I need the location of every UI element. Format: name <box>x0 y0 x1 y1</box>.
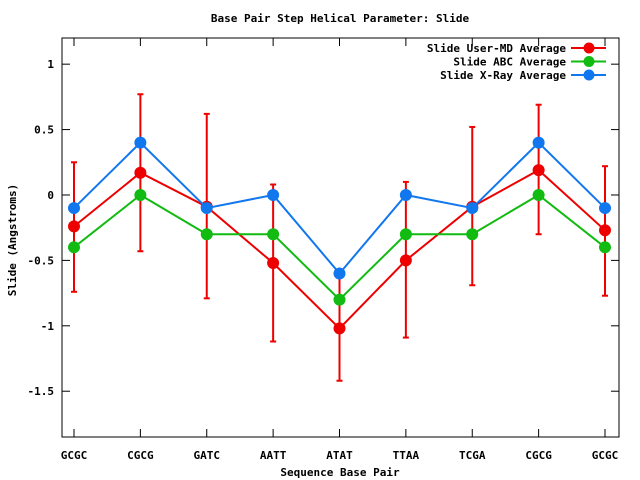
axes: 1 0.5 0 -0.5 -1 -1.5 GCGC CGCG GATC AATT ATAT TTAA T… <box>28 37 620 462</box>
data-point <box>333 267 346 280</box>
data-point <box>68 241 80 254</box>
plot-frame <box>61 37 620 438</box>
data-point <box>134 188 147 201</box>
data-point <box>134 166 147 179</box>
x-tick-label: TTAA <box>393 449 420 462</box>
data-point <box>466 228 479 241</box>
legend-swatch-marker <box>583 42 595 54</box>
data-point <box>399 228 412 241</box>
x-tick-label: CGCG <box>525 449 552 462</box>
y-tick-label: -1 <box>41 320 55 333</box>
legend-label: Slide X-Ray Average <box>440 69 566 82</box>
series-line-3 <box>73 141 606 276</box>
data-point <box>68 220 80 233</box>
data-point <box>333 293 346 306</box>
x-tick-label: GCGC <box>592 449 619 462</box>
legend-swatch-marker <box>583 69 595 81</box>
data-point <box>267 257 280 270</box>
chart-title: Base Pair Step Helical Parameter: Slide <box>211 12 470 25</box>
error-bars <box>71 93 608 382</box>
legend-label: Slide User-MD Average <box>427 42 566 55</box>
legend-label: Slide ABC Average <box>453 56 566 69</box>
data-point <box>333 322 346 335</box>
data-point <box>532 136 545 149</box>
data-point <box>466 202 479 215</box>
data-point <box>200 202 213 215</box>
y-tick-label: -1.5 <box>28 385 55 398</box>
series-lines <box>68 136 611 335</box>
data-point <box>599 224 611 237</box>
data-point <box>532 188 545 201</box>
y-tick-label: 0.5 <box>34 124 54 137</box>
data-point <box>532 164 545 177</box>
x-tick-label: ATAT <box>326 449 353 462</box>
y-axis-label: Slide (Angstroms) <box>6 184 19 297</box>
data-point <box>399 254 412 267</box>
data-point <box>134 136 147 149</box>
x-tick-label: CGCG <box>127 449 154 462</box>
y-tick-label: -0.5 <box>28 254 55 267</box>
x-tick-label: GATC <box>194 449 221 462</box>
y-tick-label: 1 <box>47 58 54 71</box>
x-tick-label: TCGA <box>459 449 486 462</box>
x-axis-label: Sequence Base Pair <box>280 466 400 479</box>
data-point <box>267 228 280 241</box>
data-point <box>599 202 611 215</box>
data-point <box>399 188 412 201</box>
data-point <box>200 228 213 241</box>
data-point <box>267 188 280 201</box>
data-point <box>68 202 80 215</box>
x-tick-label: AATT <box>260 449 287 462</box>
legend-swatch-marker <box>583 56 595 67</box>
y-tick-label: 0 <box>47 189 54 202</box>
data-point <box>599 241 611 254</box>
x-tick-label: GCGC <box>61 449 88 462</box>
